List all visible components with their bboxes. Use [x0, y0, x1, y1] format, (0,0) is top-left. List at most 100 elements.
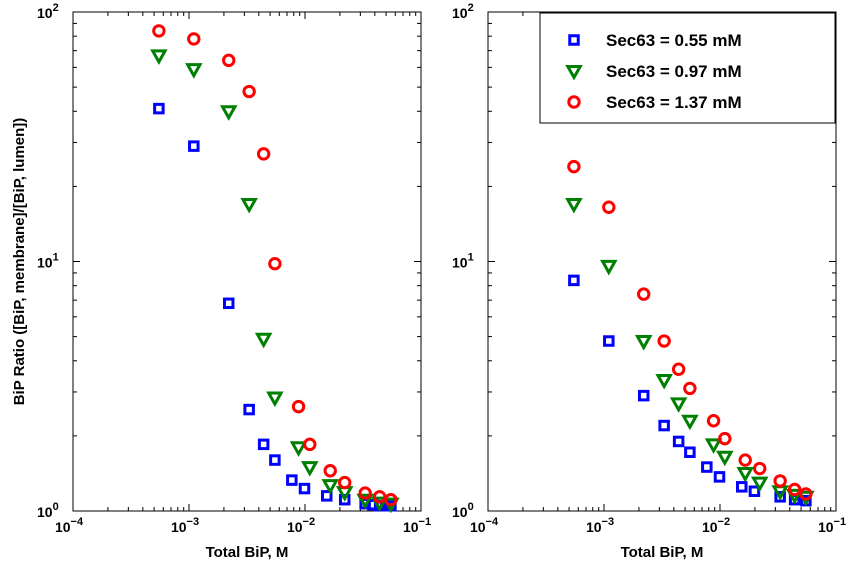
y-tick-label: 102 — [37, 2, 59, 21]
x-tick-label: 10−1 — [818, 516, 846, 535]
data-point — [266, 391, 284, 408]
series-3 — [567, 159, 813, 501]
data-point — [750, 476, 769, 493]
data-point — [356, 493, 374, 510]
data-point — [152, 24, 166, 38]
data-point — [774, 491, 786, 503]
data-point — [256, 147, 271, 161]
legend-label: Sec63 = 0.97 mM — [606, 62, 742, 81]
x-axis-label: Total BiP, M — [621, 544, 704, 561]
data-point — [286, 474, 298, 486]
data-point — [338, 493, 351, 506]
data-point — [713, 471, 726, 483]
data-point — [185, 63, 203, 79]
data-point — [269, 454, 281, 466]
series-1 — [568, 274, 812, 507]
right-panel: 10−4 10−3 10−2 10−1 100 101 102 Total BiP, M Sec… — [452, 2, 846, 561]
data-point — [565, 198, 583, 214]
data-point — [384, 492, 398, 507]
legend-marker — [567, 95, 581, 109]
legend-label: Sec63 = 1.37 mM — [606, 93, 742, 112]
x-tick-label: 10−3 — [171, 516, 199, 535]
data-point — [736, 481, 748, 493]
data-point — [683, 381, 697, 396]
x-tick-label: 10−2 — [287, 516, 315, 535]
data-point — [268, 256, 282, 271]
data-point — [568, 274, 580, 287]
data-point — [637, 389, 650, 402]
data-point — [150, 49, 168, 65]
axis-ticks — [72, 11, 422, 512]
data-point — [738, 453, 752, 467]
x-tick-label: 10−3 — [586, 516, 614, 535]
data-point — [671, 362, 686, 376]
data-point — [370, 496, 389, 513]
y-tick-label: 100 — [452, 501, 474, 520]
data-point — [718, 431, 732, 446]
data-point — [637, 287, 651, 301]
data-point — [787, 482, 802, 497]
data-point — [188, 140, 200, 152]
data-point — [657, 334, 671, 348]
data-point — [219, 105, 238, 121]
series-1 — [153, 102, 397, 512]
legend-label: Sec63 = 0.55 mM — [606, 31, 742, 50]
series-3 — [152, 24, 398, 507]
data-point — [799, 487, 813, 501]
series-2 — [150, 49, 400, 514]
data-point — [672, 435, 685, 448]
data-point — [323, 464, 337, 478]
legend: Sec63 = 0.55 mM Sec63 = 0.97 mM Sec63 = 1.… — [539, 12, 836, 124]
data-point — [603, 335, 615, 347]
x-tick-label: 10−1 — [403, 516, 431, 535]
data-point — [658, 419, 670, 432]
data-point — [298, 482, 311, 495]
x-tick-label: 10−4 — [55, 516, 84, 535]
left-panel: 10−4 10−3 10−2 10−1 100 101 102 Total BiP, M BiP… — [11, 2, 431, 561]
data-point — [748, 485, 761, 497]
y-tick-label: 100 — [37, 501, 59, 520]
data-point — [301, 461, 319, 477]
data-point — [289, 441, 308, 457]
legend-marker — [568, 34, 580, 46]
x-tick-label: 10−4 — [470, 516, 499, 535]
data-point — [303, 437, 317, 452]
legend-box — [539, 12, 836, 124]
data-point — [701, 461, 713, 473]
data-point — [704, 438, 723, 454]
data-point — [634, 335, 653, 351]
data-point — [240, 198, 258, 214]
data-point — [257, 438, 270, 451]
data-point — [153, 102, 165, 115]
y-tick-label: 102 — [452, 2, 474, 21]
data-point — [567, 159, 581, 174]
data-point — [321, 490, 333, 502]
data-point — [684, 446, 696, 458]
y-tick-label: 101 — [37, 252, 59, 271]
data-point — [291, 399, 306, 414]
data-point — [358, 486, 372, 500]
y-tick-label: 101 — [452, 252, 474, 271]
legend-marker — [565, 65, 583, 81]
data-point — [243, 403, 255, 416]
data-point — [254, 332, 273, 349]
data-point — [773, 474, 787, 488]
data-point — [222, 297, 235, 310]
data-point — [187, 32, 201, 46]
data-point — [716, 450, 734, 467]
data-point — [600, 259, 618, 276]
data-point — [736, 467, 754, 483]
data-point — [753, 461, 767, 476]
data-point — [338, 475, 352, 490]
data-point — [669, 397, 688, 413]
data-point — [602, 200, 616, 214]
y-axis-label: BiP Ratio ([BiP, membrane]/[BiP, lumen]) — [11, 118, 28, 406]
x-tick-label: 10−2 — [702, 516, 730, 535]
data-point — [321, 479, 339, 495]
x-axis-label: Total BiP, M — [206, 544, 289, 561]
data-point — [242, 84, 256, 99]
data-point — [785, 488, 804, 505]
data-point — [681, 414, 699, 431]
data-point — [222, 53, 236, 68]
